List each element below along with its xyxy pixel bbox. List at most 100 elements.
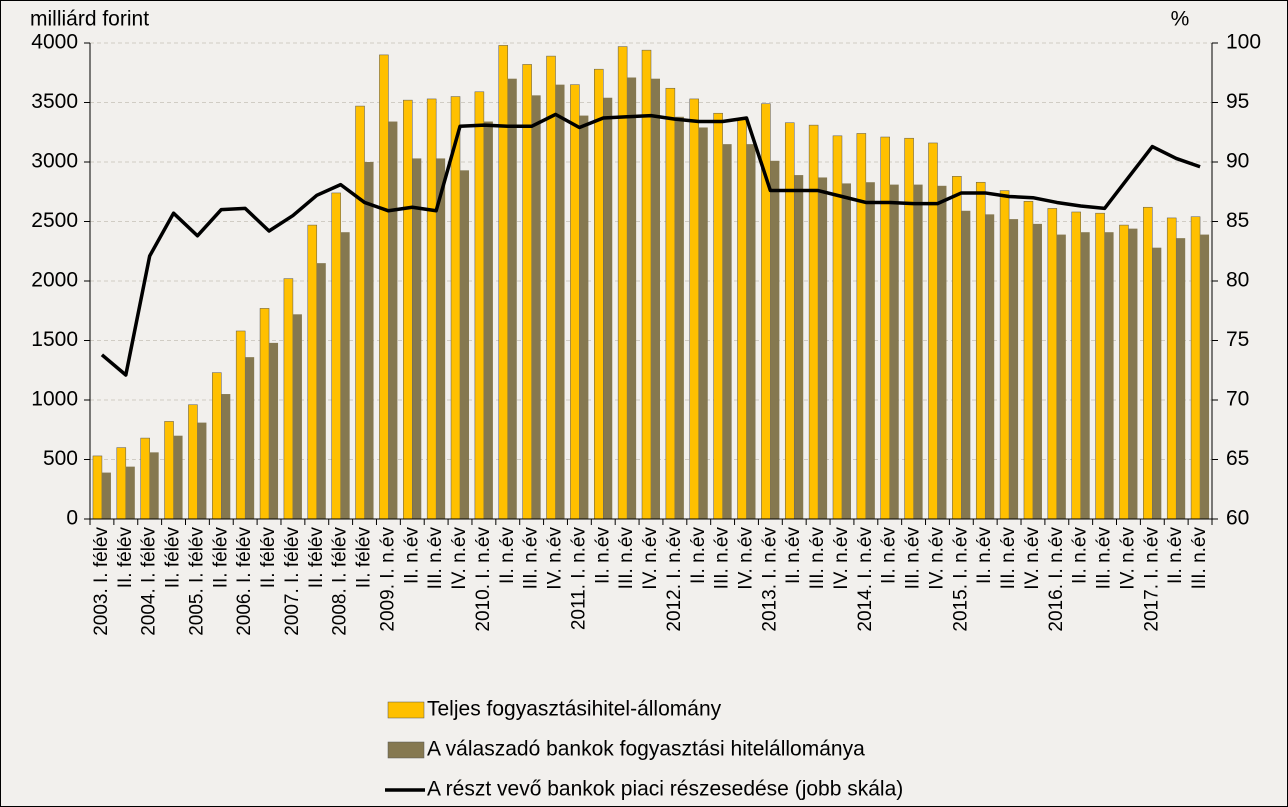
x-tick-label: 2005. I. félév — [186, 527, 207, 636]
bar — [1176, 238, 1186, 519]
x-tick-label: II. félév — [210, 527, 231, 589]
bar — [961, 210, 971, 520]
bar — [307, 224, 318, 520]
legend-swatch — [387, 701, 425, 719]
bar — [412, 158, 422, 519]
legend-swatch — [387, 741, 425, 759]
x-tick-label: 2003. I. félév — [91, 527, 112, 636]
y2-tick-label: 60 — [1226, 507, 1249, 530]
y2-axis-label: % — [1171, 8, 1190, 31]
y2-tick-label: 100 — [1226, 31, 1261, 54]
bar — [651, 78, 660, 519]
bar — [460, 170, 470, 519]
y2-tick-label: 70 — [1226, 388, 1249, 411]
x-tick-label: II. n.év — [592, 527, 613, 585]
bar — [212, 372, 222, 520]
bar — [245, 357, 255, 519]
y-tick-label: 1000 — [31, 388, 78, 411]
bar — [913, 184, 923, 520]
x-tick-label: II. n.év — [879, 527, 900, 585]
y2-tick-label: 95 — [1226, 90, 1249, 113]
y2-tick-label: 75 — [1226, 328, 1249, 351]
x-tick-label: III. n.év — [712, 527, 733, 590]
bar — [856, 133, 867, 520]
y-tick-label: 0 — [66, 507, 78, 530]
bar — [235, 330, 246, 520]
x-tick-label: II. n.év — [401, 527, 422, 585]
bar — [570, 84, 580, 520]
bar — [722, 144, 732, 519]
x-tick-label: III. n.év — [998, 527, 1019, 590]
x-tick-label: IV. n.év — [831, 527, 852, 590]
bar — [1056, 234, 1066, 519]
x-tick-label: III. n.év — [807, 527, 828, 590]
bar — [1047, 208, 1058, 520]
bar — [985, 214, 995, 520]
x-tick-label: III. n.év — [521, 527, 542, 590]
x-tick-label: III. n.év — [616, 527, 637, 590]
x-tick-label: 2011. I. n.év — [568, 527, 589, 631]
bar — [880, 136, 890, 520]
y2-tick-label: 65 — [1226, 447, 1249, 470]
x-tick-label: III. n.év — [1094, 527, 1115, 590]
bar — [259, 308, 270, 520]
x-tick-label: 2013. I. n.év — [759, 527, 780, 632]
bar — [283, 278, 294, 520]
y-tick-label: 2000 — [31, 269, 78, 292]
x-tick-label: II. félév — [306, 527, 327, 589]
bar — [1166, 217, 1177, 520]
bar — [1152, 247, 1162, 519]
bar — [975, 181, 986, 520]
x-tick-label: III. n.év — [903, 527, 924, 590]
bar — [546, 55, 556, 520]
bar — [173, 435, 183, 519]
bar — [1119, 224, 1129, 520]
line-series — [100, 112, 1201, 377]
x-tick-label: 2016. I. n.év — [1046, 527, 1067, 632]
x-tick-label: III. n.év — [425, 527, 446, 590]
x-tick-label: II. n.év — [688, 527, 709, 585]
bar — [164, 421, 174, 520]
bar — [594, 68, 604, 520]
bar — [116, 447, 127, 520]
bar — [355, 105, 365, 520]
bar — [1200, 234, 1210, 519]
x-tick-label: 2010. I. n.év — [473, 527, 494, 632]
x-tick-label: II. n.év — [1165, 527, 1186, 585]
x-tick-label: 2007. I. félév — [282, 527, 303, 636]
x-tick-label: IV. n.év — [545, 527, 566, 590]
bar — [292, 314, 302, 519]
y-axis-label: milliárd forint — [30, 8, 149, 31]
x-tick-label: IV. n.év — [1117, 527, 1138, 590]
bar — [1032, 223, 1042, 519]
bar — [841, 183, 851, 520]
bar — [92, 455, 103, 520]
bar — [674, 116, 684, 519]
legend-label: Teljes fogyasztásihitel-állomány — [427, 698, 722, 721]
x-tick-label: 2014. I. n.év — [855, 527, 876, 632]
bar — [555, 84, 565, 520]
y-tick-label: 2500 — [31, 209, 78, 232]
x-tick-label: 2017. I. n.év — [1141, 527, 1162, 632]
bar — [331, 192, 341, 520]
bar — [149, 452, 159, 519]
bar — [507, 78, 517, 519]
bar — [579, 115, 589, 519]
bar — [450, 96, 461, 520]
y-tick-label: 4000 — [31, 31, 78, 54]
bar — [665, 87, 676, 520]
x-tick-label: II. félév — [354, 527, 375, 589]
bar — [603, 97, 613, 520]
bar — [1143, 206, 1153, 520]
bar — [125, 466, 135, 519]
x-tick-label: 2015. I. n.év — [950, 527, 971, 632]
x-tick-label: II. n.év — [1070, 527, 1091, 585]
x-tick-label: II. n.év — [497, 527, 518, 585]
x-tick-label: 2008. I. félév — [330, 527, 351, 636]
y-tick-label: 3500 — [31, 90, 78, 113]
bar — [818, 177, 828, 519]
bar — [784, 122, 795, 520]
bar — [221, 394, 231, 519]
y-tick-label: 1500 — [31, 328, 78, 351]
